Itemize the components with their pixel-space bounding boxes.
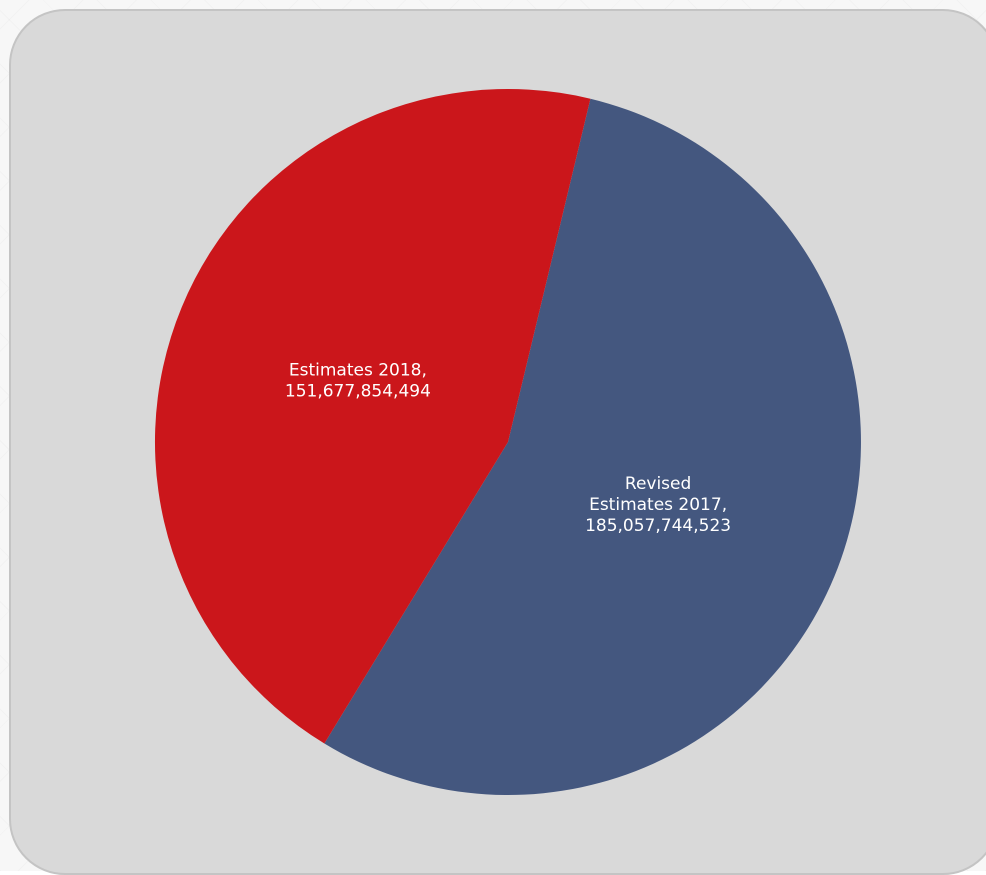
pie-slice-label-line: Estimates 2018, xyxy=(289,361,427,381)
pie-slice-1 xyxy=(324,98,861,795)
pie-slices xyxy=(154,88,861,795)
pie-slice-label-1: Revised Estimates 2017, 185,057,744,523 xyxy=(585,474,731,536)
pie-labels: Revised Estimates 2017, 185,057,744,523Est… xyxy=(285,361,731,536)
pie-slice-label-line: 185,057,744,523 xyxy=(585,516,731,536)
pie-slice-label-line: Revised xyxy=(625,474,691,494)
pie-slice-label-2: Estimates 2018, 151,677,854,494 xyxy=(285,361,431,402)
pie-slice-label-line: Estimates 2017, xyxy=(589,495,727,515)
pie-slice-2 xyxy=(154,88,591,744)
pie-slice-label-line: 151,677,854,494 xyxy=(285,382,431,402)
